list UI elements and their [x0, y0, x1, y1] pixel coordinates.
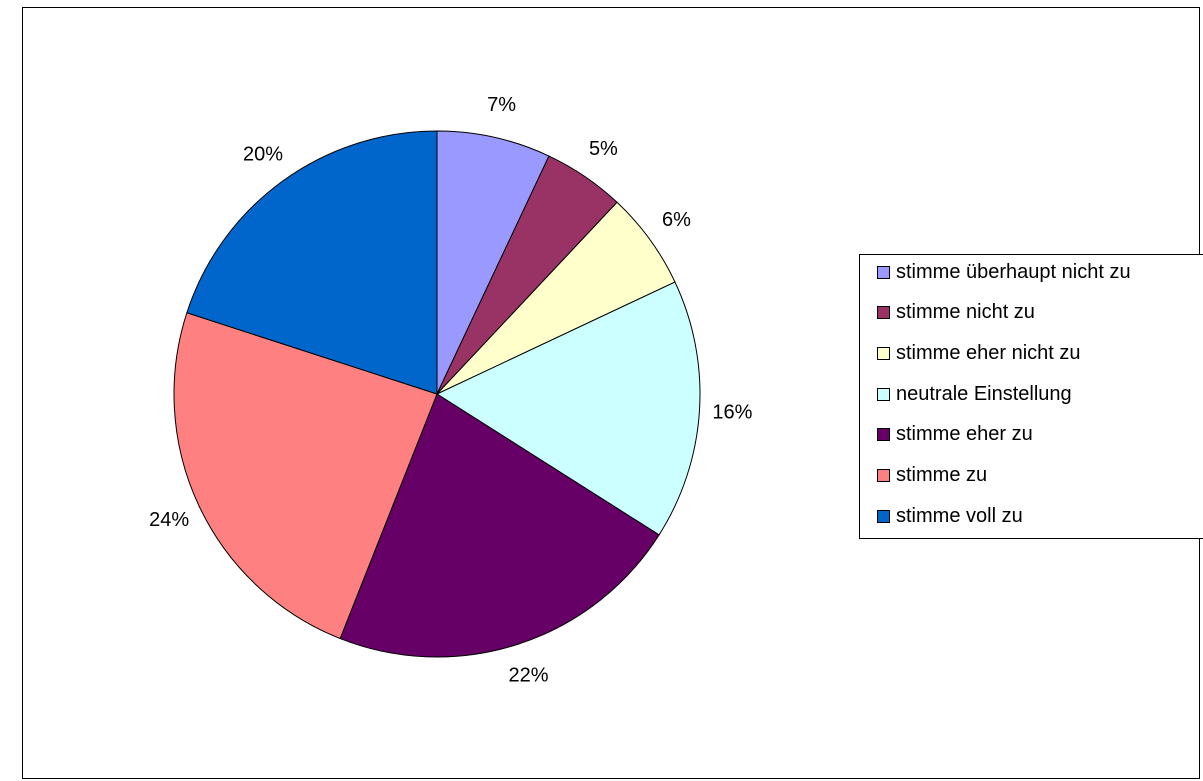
legend-item: stimme eher nicht zu	[877, 341, 1081, 365]
pie-slice	[436, 130, 550, 395]
pie-slice	[435, 281, 701, 536]
chart-legend: stimme überhaupt nicht zu stimme nicht zu…	[859, 254, 1203, 539]
pie-slice	[186, 130, 438, 395]
legend-swatch	[877, 469, 890, 482]
legend-swatch	[877, 428, 890, 442]
legend-label: stimme eher nicht zu	[896, 341, 1081, 364]
legend-label: stimme nicht zu	[896, 301, 1035, 324]
pie-slice	[339, 393, 660, 658]
legend-label: stimme überhaupt nicht zu	[896, 260, 1131, 283]
legend-item: neutrale Einstellung	[877, 382, 1072, 406]
legend-swatch	[877, 265, 890, 279]
legend-swatch	[877, 509, 890, 523]
legend-label: stimme zu	[896, 464, 988, 486]
data-label: 6%	[662, 209, 691, 231]
legend-item: stimme nicht zu	[877, 301, 1035, 325]
pie-slice	[173, 312, 438, 640]
legend-label: neutrale Einstellung	[896, 382, 1072, 405]
data-label: 24%	[149, 509, 189, 531]
legend-item: stimme zu	[877, 464, 987, 488]
data-label: 20%	[243, 144, 283, 166]
data-label: 22%	[508, 665, 548, 687]
legend-swatch	[877, 306, 890, 320]
data-label: 16%	[712, 402, 752, 424]
legend-item: stimme überhaupt nicht zu	[877, 260, 1131, 284]
legend-item: stimme eher zu	[877, 423, 1033, 447]
legend-item: stimme voll zu	[877, 504, 1023, 528]
data-label: 7%	[487, 94, 516, 116]
legend-swatch	[877, 346, 890, 360]
data-label: 5%	[589, 138, 618, 160]
legend-label: stimme voll zu	[896, 504, 1023, 527]
legend-label: stimme eher zu	[896, 423, 1033, 446]
legend-swatch	[877, 387, 890, 401]
